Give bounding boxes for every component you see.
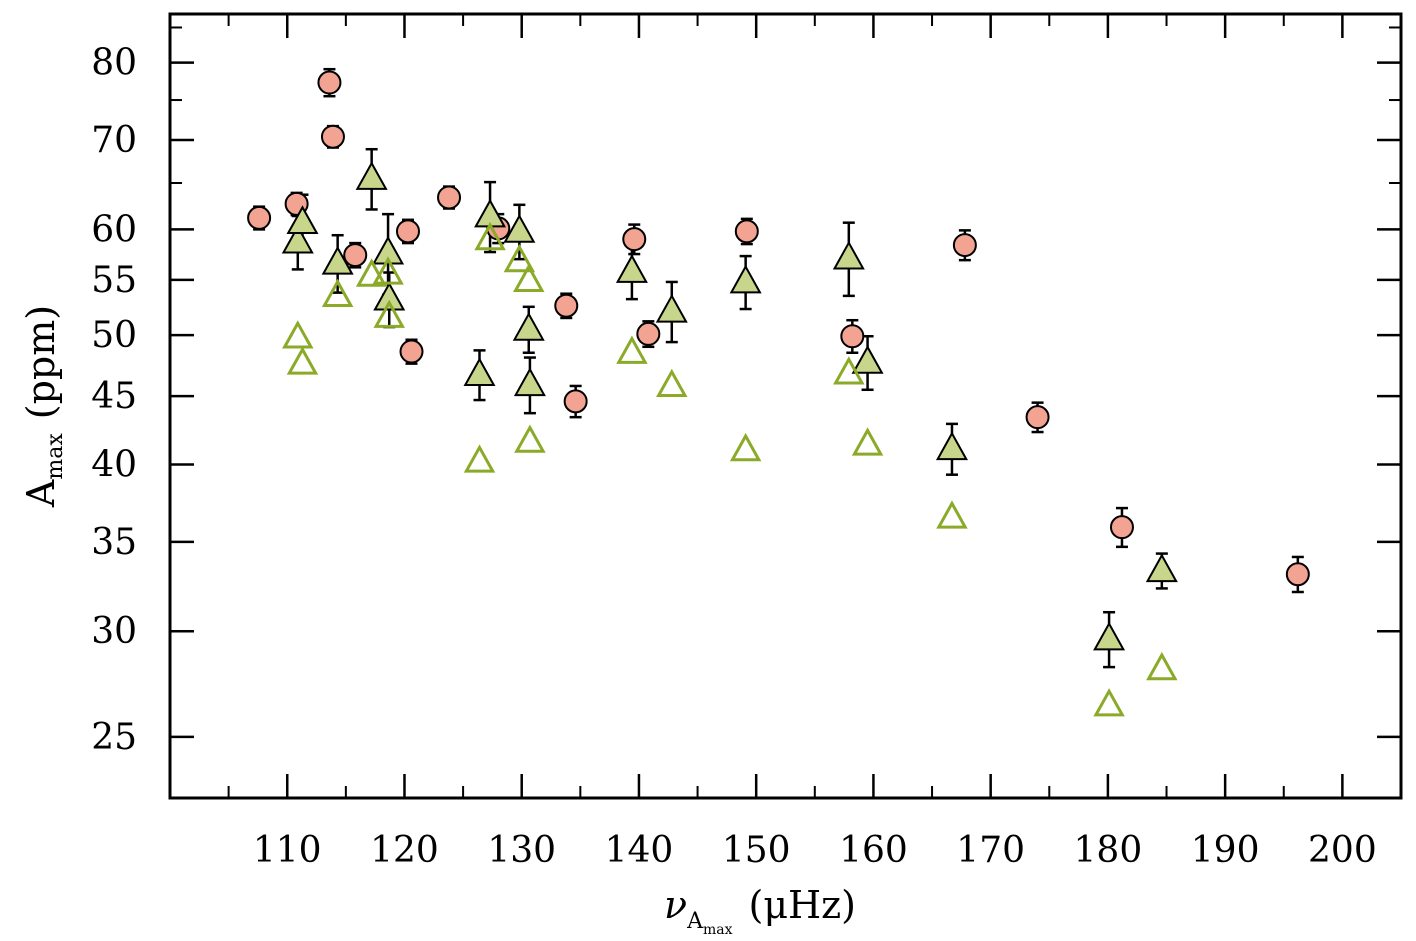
x-tick-label: 130 bbox=[487, 830, 556, 871]
y-tick-label: 80 bbox=[91, 43, 137, 84]
x-tick-label: 140 bbox=[605, 830, 674, 871]
open-triangle-point bbox=[656, 368, 688, 398]
filled-triangle-point bbox=[373, 281, 406, 311]
y-tick-label: 25 bbox=[91, 717, 137, 758]
open-triangle-point bbox=[282, 320, 314, 349]
open-triangle-point bbox=[833, 356, 865, 385]
y-axis-label-main: A bbox=[19, 479, 63, 508]
open-triangle-point bbox=[512, 263, 545, 292]
x-axis-label-unit: (μHz) bbox=[749, 883, 857, 927]
y-tick-label: 45 bbox=[91, 376, 137, 417]
y-tick-label: 35 bbox=[91, 522, 137, 563]
circle-point bbox=[317, 70, 342, 95]
open-triangle-point bbox=[729, 432, 762, 462]
circle-point bbox=[734, 219, 759, 244]
open-triangle-point bbox=[286, 346, 319, 375]
filled-triangle-point bbox=[729, 264, 762, 294]
open-triangle-point bbox=[463, 444, 496, 473]
filled-triangle-point bbox=[503, 213, 536, 243]
open-triangle-point bbox=[1146, 651, 1178, 681]
x-axis-label: νAmax (μHz) bbox=[664, 883, 856, 938]
filled-triangle-point bbox=[935, 431, 968, 461]
data-points bbox=[247, 70, 1310, 717]
x-tick-label: 180 bbox=[1074, 830, 1143, 871]
filled-triangle-point bbox=[832, 240, 865, 270]
x-tick-label: 120 bbox=[370, 830, 439, 871]
filled-triangle-point bbox=[372, 235, 405, 265]
open-triangle-point bbox=[936, 500, 968, 529]
x-tick-label: 170 bbox=[956, 830, 1025, 871]
x-axis-label-sub: A bbox=[686, 909, 704, 934]
open-triangle-point bbox=[616, 335, 648, 364]
circle-point bbox=[1025, 405, 1050, 430]
y-tick-label: 55 bbox=[91, 260, 137, 301]
filled-triangle-point bbox=[321, 245, 354, 275]
open-triangle-point bbox=[321, 278, 354, 307]
circle-point bbox=[399, 339, 424, 364]
filled-triangle-point bbox=[655, 293, 688, 323]
error-bars bbox=[253, 67, 1304, 669]
filled-triangle-point bbox=[281, 224, 314, 254]
open-triangle-point bbox=[373, 299, 405, 328]
y-axis-label-sub: max bbox=[43, 433, 68, 480]
x-tick-label: 110 bbox=[253, 830, 322, 871]
filled-triangle-point bbox=[615, 254, 648, 283]
open-triangle-point bbox=[503, 243, 536, 273]
filled-triangle-point bbox=[1145, 553, 1178, 583]
y-tick-label: 30 bbox=[91, 611, 137, 652]
x-axis-label-subsub: max bbox=[703, 922, 733, 938]
plot-frame bbox=[168, 12, 1403, 800]
x-tick-label: 160 bbox=[839, 830, 908, 871]
circle-point bbox=[320, 124, 345, 149]
filled-triangle-point bbox=[512, 311, 545, 341]
open-triangle-point bbox=[372, 256, 404, 285]
y-axis-label-unit: (ppm) bbox=[19, 305, 63, 419]
circle-point bbox=[437, 185, 462, 210]
circle-point bbox=[952, 233, 977, 258]
filled-triangle-point bbox=[851, 345, 884, 374]
filled-triangle-point bbox=[513, 367, 546, 397]
open-triangle-point bbox=[851, 427, 884, 456]
circle-point bbox=[395, 219, 420, 244]
filled-triangle-point bbox=[463, 357, 496, 387]
circle-point bbox=[1109, 515, 1134, 540]
circle-point bbox=[1285, 562, 1310, 587]
x-tick-label: 200 bbox=[1308, 830, 1377, 871]
x-axis-label-symbol: ν bbox=[664, 883, 687, 927]
circle-point bbox=[563, 389, 588, 414]
circle-point bbox=[247, 205, 272, 230]
axis-ticks: 110 120 130 140 150 160 170 180 190 200 25 30 35 40 45… bbox=[91, 14, 1402, 871]
y-tick-label: 40 bbox=[91, 444, 137, 485]
y-tick-label: 70 bbox=[91, 120, 137, 161]
circle-point bbox=[343, 243, 368, 268]
y-axis-label: Amax (ppm) bbox=[19, 305, 68, 508]
circle-point bbox=[622, 227, 647, 252]
open-triangle-point bbox=[1093, 688, 1125, 717]
x-tick-label: 150 bbox=[722, 830, 791, 871]
circle-point bbox=[840, 324, 865, 349]
open-triangle-point bbox=[474, 221, 506, 251]
filled-triangle-point bbox=[355, 161, 388, 190]
open-triangle-point bbox=[355, 258, 388, 287]
y-tick-label: 50 bbox=[91, 315, 137, 356]
x-tick-label: 190 bbox=[1191, 830, 1260, 871]
y-tick-label: 60 bbox=[91, 209, 137, 250]
circle-point bbox=[554, 293, 579, 318]
filled-triangle-point bbox=[286, 205, 319, 235]
circle-point bbox=[636, 321, 661, 346]
filled-triangle-point bbox=[1093, 621, 1126, 651]
open-triangle-point bbox=[514, 424, 546, 453]
